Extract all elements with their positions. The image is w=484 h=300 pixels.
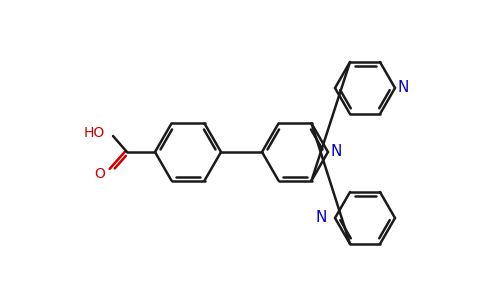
Text: N: N	[330, 145, 342, 160]
Text: O: O	[94, 167, 105, 181]
Text: N: N	[316, 211, 327, 226]
Text: N: N	[397, 80, 408, 95]
Text: HO: HO	[84, 126, 105, 140]
